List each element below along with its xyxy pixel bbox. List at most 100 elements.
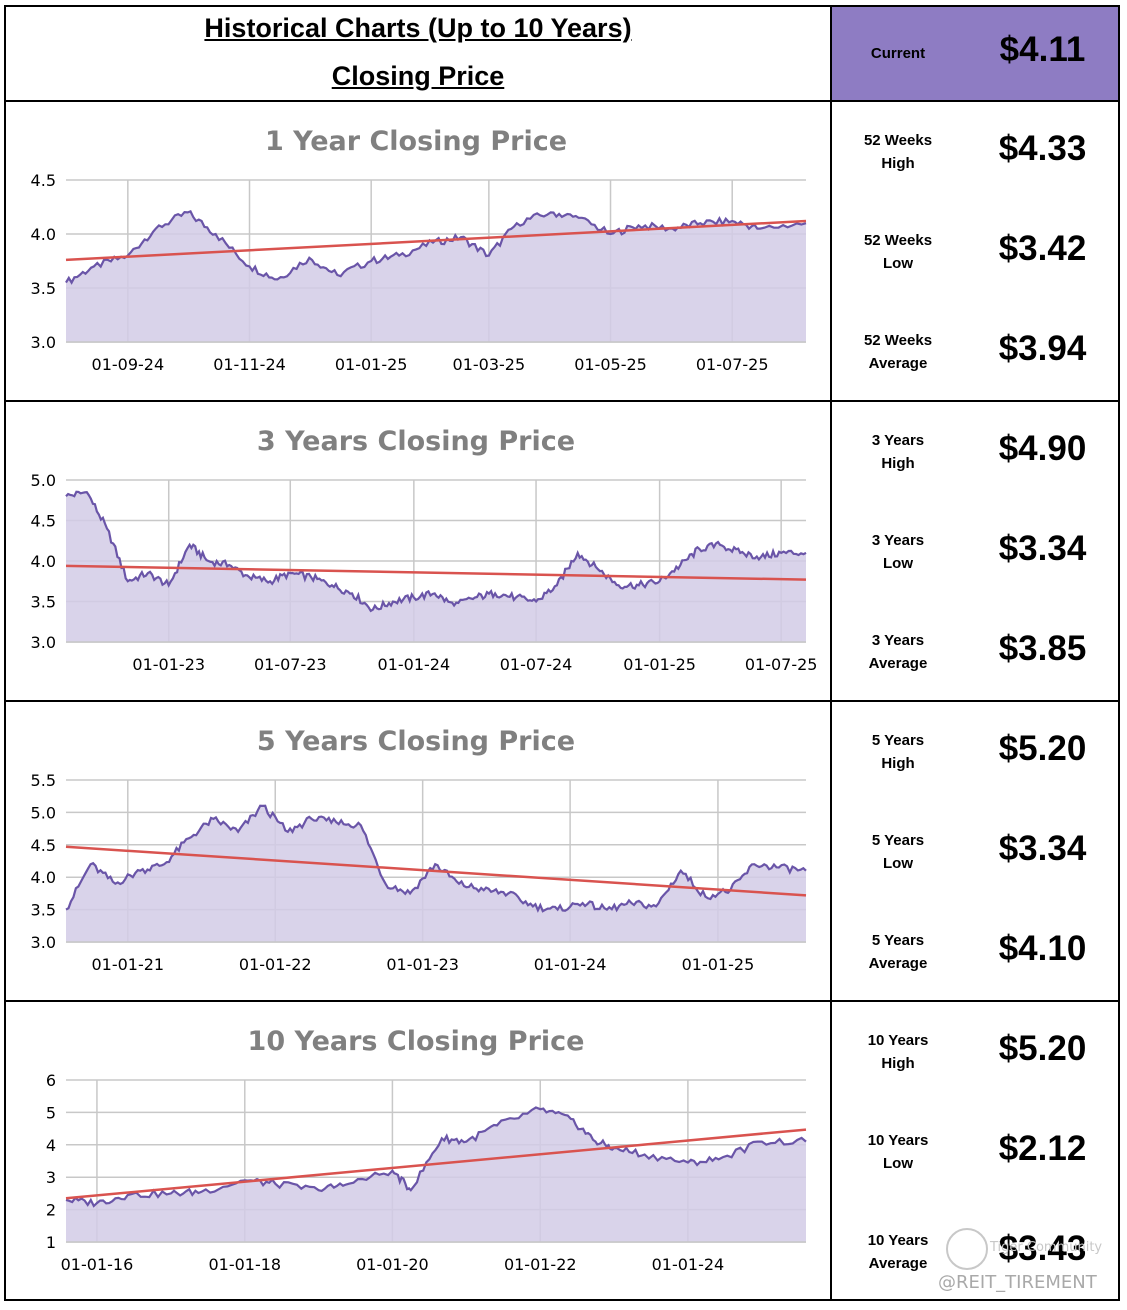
stat-label: 10 Years High bbox=[838, 1029, 958, 1075]
page-title: Historical Charts (Up to 10 Years) bbox=[204, 13, 632, 43]
y-tick-label: 4.0 bbox=[31, 868, 56, 887]
stat-label-line1: 10 Years bbox=[867, 1132, 929, 1149]
chart-title: 5 Years Closing Price bbox=[257, 726, 575, 757]
y-tick-label: 6 bbox=[46, 1071, 56, 1090]
price-line bbox=[65, 1106, 807, 1208]
y-tick-label: 4.5 bbox=[31, 171, 56, 190]
x-tick-label: 01-07-25 bbox=[745, 655, 818, 674]
x-tick-label: 01-01-24 bbox=[534, 955, 607, 974]
y-tick-label: 5.0 bbox=[31, 803, 56, 822]
watermark-handle: @REIT_TIREMENT bbox=[938, 1272, 1097, 1293]
x-tick-label: 01-01-25 bbox=[682, 955, 755, 974]
chart-5-years: 5 Years Closing Price 3.0 3.5 4.0 4.5 5.0 5.5 0… bbox=[31, 726, 807, 974]
stat-value: $3.85 bbox=[998, 629, 1087, 668]
stat-label: 52 Weeks Low bbox=[838, 229, 958, 275]
stat-label: 52 Weeks Average bbox=[838, 329, 958, 375]
x-tick-label: 01-01-25 bbox=[623, 655, 696, 674]
price-area bbox=[66, 211, 806, 342]
stat-label-line2: Average bbox=[868, 1255, 928, 1272]
row-divider bbox=[4, 1000, 1120, 1002]
stat-value: $2.12 bbox=[998, 1129, 1087, 1168]
chart-1-year: 1 Year Closing Price 3.0 3.5 4.0 4.5 01-09-24… bbox=[31, 126, 807, 374]
stat-label-line1: 3 Years bbox=[871, 432, 925, 449]
x-tick-label: 01-07-23 bbox=[254, 655, 327, 674]
price-area bbox=[66, 1107, 806, 1242]
watermark-community: Tiger Community bbox=[990, 1240, 1103, 1255]
stat-label: 5 Years Average bbox=[838, 929, 958, 975]
x-tick-label: 01-01-22 bbox=[504, 1255, 577, 1274]
stat-label: 3 Years Average bbox=[838, 629, 958, 675]
stat-label-line1: 5 Years bbox=[871, 832, 925, 849]
chart-title: 1 Year Closing Price bbox=[265, 126, 567, 157]
current-label: Current bbox=[870, 45, 926, 62]
stat-value: $3.94 bbox=[998, 329, 1087, 368]
stat-value: $5.20 bbox=[998, 1029, 1087, 1068]
price-line bbox=[65, 490, 807, 613]
stat-label-line1: 10 Years bbox=[867, 1032, 929, 1049]
row-divider bbox=[4, 100, 1120, 102]
x-tick-label: 01-01-24 bbox=[378, 655, 451, 674]
chart-title: 10 Years Closing Price bbox=[248, 1026, 585, 1057]
stat-label-line1: 5 Years bbox=[871, 932, 925, 949]
stat-label-line1: 52 Weeks bbox=[863, 232, 933, 249]
y-tick-label: 3.0 bbox=[31, 933, 56, 952]
stat-label-line2: High bbox=[881, 155, 915, 172]
stat-label-line2: Average bbox=[868, 355, 928, 372]
x-tick-label: 01-01-16 bbox=[61, 1255, 134, 1274]
trend-line bbox=[65, 845, 807, 897]
x-tick-label: 01-01-18 bbox=[208, 1255, 281, 1274]
x-tick-label: 01-03-25 bbox=[453, 355, 526, 374]
price-area bbox=[66, 805, 806, 942]
x-tick-label: 01-11-24 bbox=[213, 355, 286, 374]
y-tick-label: 3 bbox=[46, 1168, 56, 1187]
stat-value: $3.43 bbox=[998, 1229, 1087, 1268]
x-tick-label: 01-07-24 bbox=[500, 655, 573, 674]
y-tick-label: 3.5 bbox=[31, 593, 56, 612]
stat-value: $3.34 bbox=[998, 829, 1087, 868]
stat-label-line1: 10 Years bbox=[867, 1232, 929, 1249]
stat-label-line2: High bbox=[881, 1055, 915, 1072]
stat-value: $4.10 bbox=[998, 929, 1087, 968]
y-tick-label: 4.5 bbox=[31, 836, 56, 855]
stat-label-line2: High bbox=[881, 455, 915, 472]
y-tick-label: 4.0 bbox=[31, 225, 56, 244]
chart-title: 3 Years Closing Price bbox=[257, 426, 575, 457]
stat-value: $3.42 bbox=[998, 229, 1087, 268]
page-subtitle: Closing Price bbox=[331, 61, 505, 91]
stat-value: $4.33 bbox=[998, 129, 1087, 168]
price-line bbox=[65, 804, 807, 913]
stat-value: $4.90 bbox=[998, 429, 1087, 468]
stat-label-line1: 52 Weeks bbox=[863, 132, 933, 149]
trend-line bbox=[65, 1128, 807, 1200]
y-tick-label: 1 bbox=[46, 1233, 56, 1252]
stat-value: $5.20 bbox=[998, 729, 1087, 768]
y-tick-label: 2 bbox=[46, 1201, 56, 1220]
y-tick-label: 5.5 bbox=[31, 771, 56, 790]
y-tick-label: 3.0 bbox=[31, 633, 56, 652]
stat-label-line1: 3 Years bbox=[871, 532, 925, 549]
row-divider bbox=[4, 700, 1120, 702]
x-tick-label: 01-01-20 bbox=[356, 1255, 429, 1274]
stat-label: 52 Weeks High bbox=[838, 129, 958, 175]
y-tick-label: 5 bbox=[46, 1103, 56, 1122]
stat-label-line2: Low bbox=[883, 855, 913, 872]
y-tick-label: 4.5 bbox=[31, 512, 56, 531]
stat-label: 5 Years High bbox=[838, 729, 958, 775]
stat-label: 10 Years Low bbox=[838, 1129, 958, 1175]
trend-line bbox=[65, 564, 807, 581]
x-tick-label: 01-01-23 bbox=[132, 655, 205, 674]
y-tick-label: 3.5 bbox=[31, 279, 56, 298]
stat-label-line2: Average bbox=[868, 955, 928, 972]
x-tick-label: 01-01-24 bbox=[652, 1255, 725, 1274]
tiger-logo-icon bbox=[946, 1228, 988, 1270]
column-divider bbox=[830, 5, 832, 1301]
y-tick-label: 4 bbox=[46, 1136, 56, 1155]
current-price-box bbox=[832, 7, 1118, 100]
x-tick-label: 01-01-23 bbox=[386, 955, 459, 974]
y-tick-label: 3.0 bbox=[31, 333, 56, 352]
chart-10-years: 10 Years Closing Price 1 2 3 4 5 6 01-01-16 01-0… bbox=[46, 1026, 807, 1274]
stat-label-line1: 52 Weeks bbox=[863, 332, 933, 349]
stat-label-line2: Low bbox=[883, 255, 913, 272]
stat-label: 3 Years High bbox=[838, 429, 958, 475]
chart-3-years: 3 Years Closing Price 3.0 3.5 4.0 4.5 5.0 01-0… bbox=[31, 426, 818, 674]
